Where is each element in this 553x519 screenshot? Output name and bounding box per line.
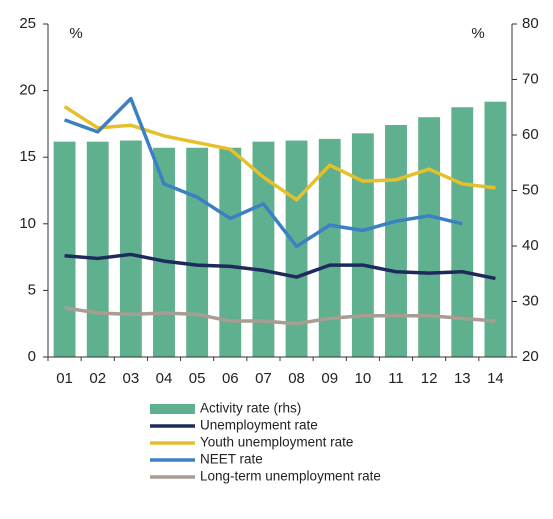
bar bbox=[153, 147, 175, 357]
x-tick-label: 10 bbox=[355, 370, 372, 387]
right-unit: % bbox=[471, 25, 484, 42]
legend-label: Unemployment rate bbox=[200, 418, 318, 433]
line-series bbox=[64, 305, 496, 326]
bar bbox=[86, 141, 109, 357]
y2-tick-label: 80 bbox=[522, 15, 539, 32]
y2-tick-label: 60 bbox=[522, 126, 539, 143]
bar bbox=[119, 140, 142, 357]
x-tick-label: 01 bbox=[56, 370, 73, 387]
y2-tick-label: 30 bbox=[522, 292, 539, 309]
x-tick-label: 07 bbox=[255, 370, 272, 387]
legend-label: NEET rate bbox=[200, 452, 263, 467]
x-tick-label: 13 bbox=[454, 370, 471, 387]
x-tick-label: 14 bbox=[487, 370, 504, 387]
x-tick-label: 06 bbox=[222, 370, 239, 387]
bar bbox=[318, 138, 341, 357]
bar bbox=[385, 125, 407, 357]
x-tick-label: 09 bbox=[321, 370, 338, 387]
legend-swatch bbox=[150, 404, 195, 414]
x-tick-label: 04 bbox=[156, 370, 173, 387]
x-tick-label: 03 bbox=[123, 370, 140, 387]
bar bbox=[219, 147, 242, 357]
y2-tick-label: 50 bbox=[522, 181, 539, 198]
y-tick-label: 0 bbox=[28, 348, 36, 365]
bar bbox=[186, 147, 209, 357]
bar bbox=[53, 141, 76, 357]
legend-label: Activity rate (rhs) bbox=[200, 401, 301, 416]
y-tick-label: 15 bbox=[19, 148, 36, 165]
y-tick-label: 25 bbox=[19, 15, 36, 32]
bar bbox=[252, 141, 275, 357]
line-series bbox=[63, 105, 496, 202]
line-series bbox=[64, 252, 496, 281]
y2-tick-label: 40 bbox=[522, 237, 539, 254]
bar bbox=[351, 133, 374, 357]
legend-label: Long-term unemployment rate bbox=[200, 469, 381, 484]
bar bbox=[418, 117, 441, 358]
bar bbox=[484, 101, 507, 357]
y-tick-label: 10 bbox=[19, 215, 36, 232]
y-tick-label: 20 bbox=[19, 82, 36, 99]
legend-label: Youth unemployment rate bbox=[200, 435, 353, 450]
x-tick-label: 05 bbox=[189, 370, 206, 387]
x-tick-label: 02 bbox=[89, 370, 106, 387]
left-unit: % bbox=[69, 25, 82, 42]
x-tick-label: 11 bbox=[388, 370, 404, 387]
y-tick-label: 5 bbox=[28, 281, 36, 298]
bar bbox=[451, 107, 474, 357]
y2-tick-label: 70 bbox=[522, 70, 539, 87]
x-tick-label: 12 bbox=[421, 370, 438, 387]
y2-tick-label: 20 bbox=[522, 348, 539, 365]
line-series bbox=[63, 96, 463, 249]
x-tick-label: 08 bbox=[288, 370, 305, 387]
